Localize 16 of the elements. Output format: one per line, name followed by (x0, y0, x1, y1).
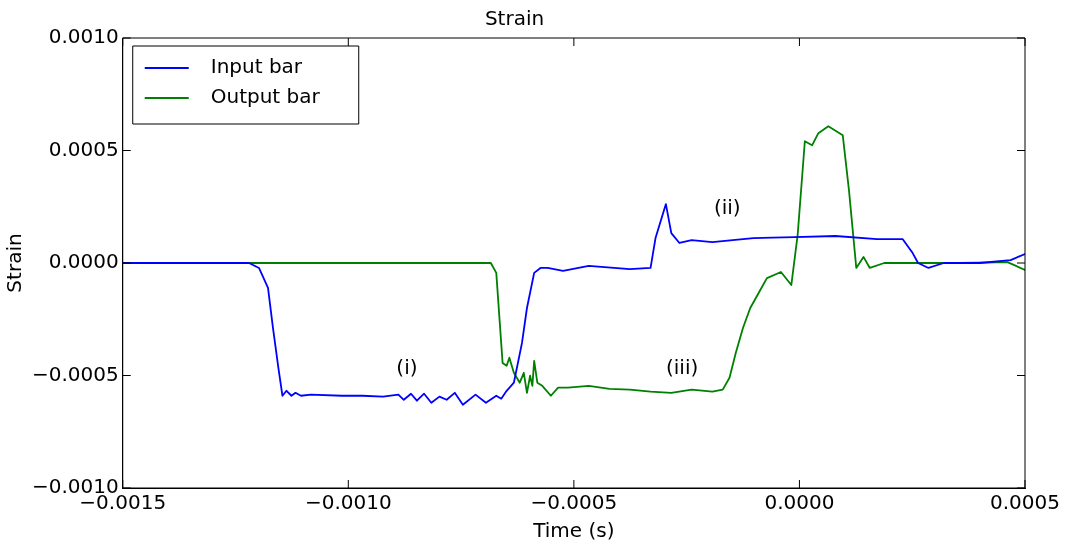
y-tick-label: 0.0005 (48, 136, 119, 161)
x-tick-label: 0.0005 (990, 490, 1060, 515)
x-tick-label: 0.0000 (764, 490, 835, 515)
annotation: (iii) (666, 354, 699, 379)
chart-title: Strain (484, 6, 545, 31)
y-axis-title: Strain (2, 233, 27, 293)
y-tick-label: −0.0005 (31, 361, 119, 386)
annotation: (i) (396, 354, 418, 379)
y-tick-label: 0.0010 (48, 24, 119, 49)
legend-label: Input bar (210, 54, 303, 79)
x-tick-label: −0.0005 (530, 490, 618, 515)
legend-label: Output bar (210, 84, 321, 109)
annotation: (ii) (713, 195, 741, 220)
x-tick-label: −0.0010 (304, 490, 392, 515)
x-axis-title: Time (s) (532, 518, 615, 543)
y-tick-label: 0.0000 (48, 249, 119, 274)
